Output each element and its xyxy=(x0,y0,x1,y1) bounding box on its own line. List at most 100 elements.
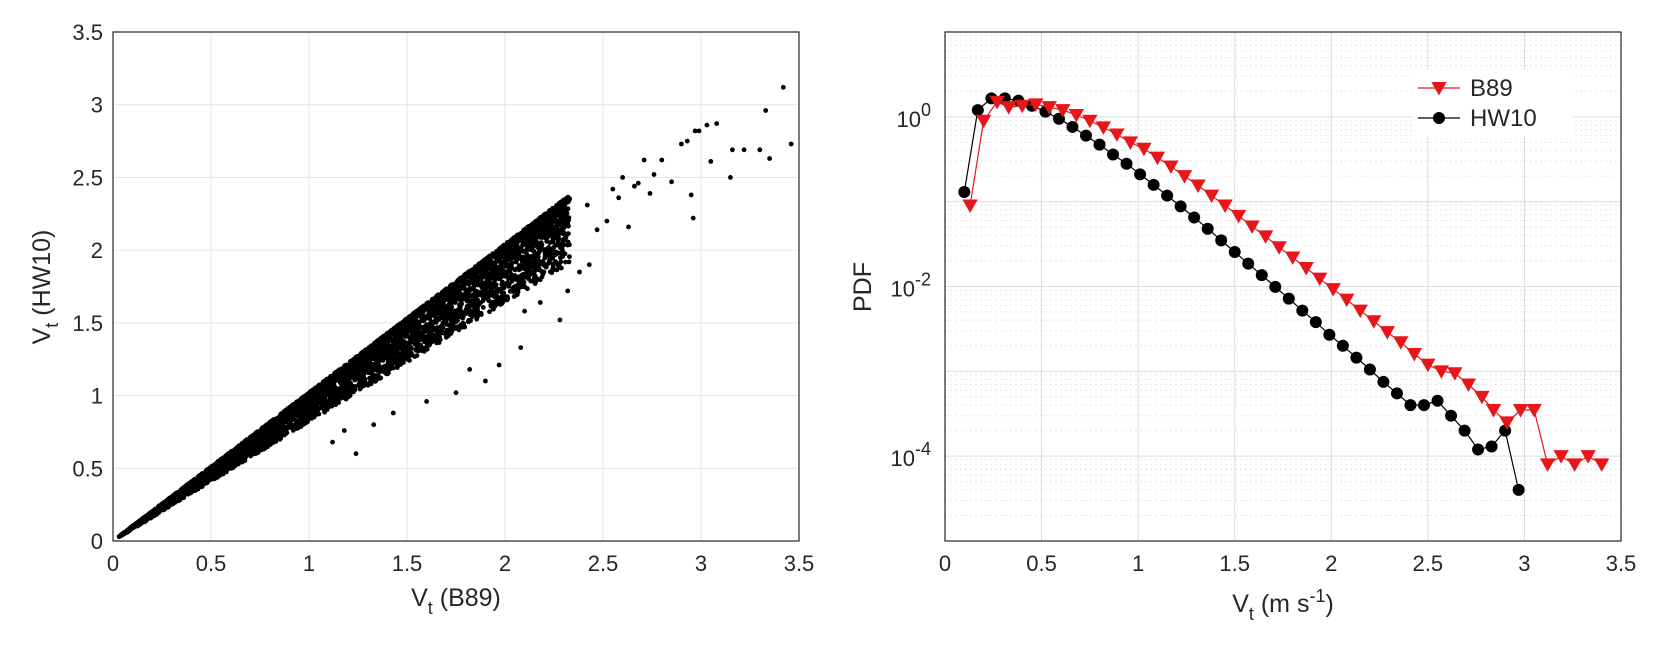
scatter-point xyxy=(235,444,241,450)
scatter-point xyxy=(767,156,772,161)
scatter-point xyxy=(216,458,222,464)
scatter-point xyxy=(558,205,564,211)
scatter-point xyxy=(514,252,520,258)
scatter-point xyxy=(125,527,130,533)
scatter-point xyxy=(274,416,280,422)
scatter-point xyxy=(400,349,406,355)
scatter-point xyxy=(544,239,550,244)
series-marker-hw10 xyxy=(1377,375,1390,388)
scatter-point xyxy=(515,244,521,250)
series-marker-hw10 xyxy=(1066,120,1079,133)
scatter-y-tick: 2.5 xyxy=(72,165,103,190)
scatter-point xyxy=(166,499,172,504)
scatter-point xyxy=(265,435,270,441)
scatter-point xyxy=(283,430,289,436)
scatter-point xyxy=(533,237,539,243)
scatter-point xyxy=(430,309,436,315)
scatter-point xyxy=(367,352,372,358)
scatter-point xyxy=(358,375,363,381)
scatter-point xyxy=(486,298,492,304)
series-marker-hw10 xyxy=(971,104,984,117)
scatter-point xyxy=(763,108,769,113)
scatter-y-tick: 1 xyxy=(91,384,103,409)
scatter-point xyxy=(377,353,382,359)
scatter-point xyxy=(690,215,696,221)
pdf-x-label: Vt (m s-1) xyxy=(1232,586,1334,624)
scatter-point xyxy=(243,443,248,449)
scatter-point xyxy=(201,475,207,481)
scatter-point xyxy=(432,318,438,324)
scatter-point xyxy=(577,269,582,275)
scatter-point xyxy=(209,463,215,469)
scatter-point xyxy=(220,469,226,474)
scatter-point xyxy=(527,233,533,239)
scatter-point xyxy=(487,277,492,282)
scatter-point xyxy=(537,240,543,246)
scatter-point xyxy=(295,421,301,426)
series-marker-hw10 xyxy=(1350,351,1363,364)
scatter-point xyxy=(263,441,269,447)
scatter-point xyxy=(541,218,546,224)
scatter-point xyxy=(373,351,379,357)
scatter-point xyxy=(270,436,276,442)
scatter-point xyxy=(313,391,318,397)
scatter-point xyxy=(504,281,510,287)
scatter-point xyxy=(453,326,458,331)
scatter-point xyxy=(565,288,571,294)
series-marker-b89 xyxy=(1593,458,1610,472)
series-marker-b89 xyxy=(1339,293,1355,308)
scatter-point xyxy=(510,289,516,294)
scatter-point xyxy=(518,345,524,350)
scatter-point xyxy=(461,279,466,285)
scatter-point xyxy=(352,358,358,364)
scatter-point xyxy=(469,300,475,306)
scatter-point xyxy=(547,252,552,257)
scatter-point xyxy=(757,147,763,153)
scatter-point xyxy=(494,273,500,279)
scatter-point xyxy=(561,242,566,248)
scatter-point xyxy=(452,308,458,314)
scatter-point xyxy=(162,505,168,511)
scatter-point xyxy=(419,306,424,311)
series-marker-b89 xyxy=(1325,283,1341,297)
scatter-point xyxy=(448,283,454,288)
scatter-point xyxy=(641,157,647,163)
series-marker-b89 xyxy=(1474,390,1490,405)
scatter-point xyxy=(405,319,411,325)
series-marker-b89 xyxy=(1149,151,1166,166)
series-marker-hw10 xyxy=(1269,280,1282,293)
scatter-point xyxy=(305,417,310,423)
scatter-point xyxy=(255,450,261,455)
scatter-point xyxy=(421,328,427,334)
scatter-point xyxy=(272,422,278,427)
scatter-point xyxy=(243,439,249,445)
scatter-point xyxy=(338,395,344,401)
scatter-point xyxy=(279,411,284,416)
series-marker-b89 xyxy=(1122,136,1139,150)
scatter-point xyxy=(337,390,342,396)
scatter-point xyxy=(295,413,300,418)
scatter-point xyxy=(547,233,553,238)
scatter-point xyxy=(514,266,520,272)
series-marker-hw10 xyxy=(1431,394,1444,407)
series-marker-hw10 xyxy=(1390,387,1403,400)
scatter-point xyxy=(512,248,517,254)
scatter-point xyxy=(509,279,515,284)
pdf-y-label: PDF xyxy=(849,262,877,312)
series-marker-b89 xyxy=(1420,358,1436,373)
scatter-point xyxy=(546,258,552,264)
series-marker-hw10 xyxy=(1161,189,1174,202)
scatter-point xyxy=(433,297,438,303)
series-marker-hw10 xyxy=(1120,157,1133,170)
scatter-point xyxy=(266,429,272,435)
scatter-point xyxy=(199,482,205,488)
scatter-point xyxy=(370,343,375,349)
scatter-point xyxy=(312,412,318,418)
scatter-point xyxy=(524,251,530,257)
scatter-point xyxy=(547,208,553,213)
scatter-point xyxy=(730,147,735,153)
scatter-point xyxy=(468,318,473,323)
scatter-point xyxy=(466,310,472,315)
scatter-y-tick: 2 xyxy=(91,238,103,263)
scatter-y-label: Vt (HW10) xyxy=(28,230,62,345)
